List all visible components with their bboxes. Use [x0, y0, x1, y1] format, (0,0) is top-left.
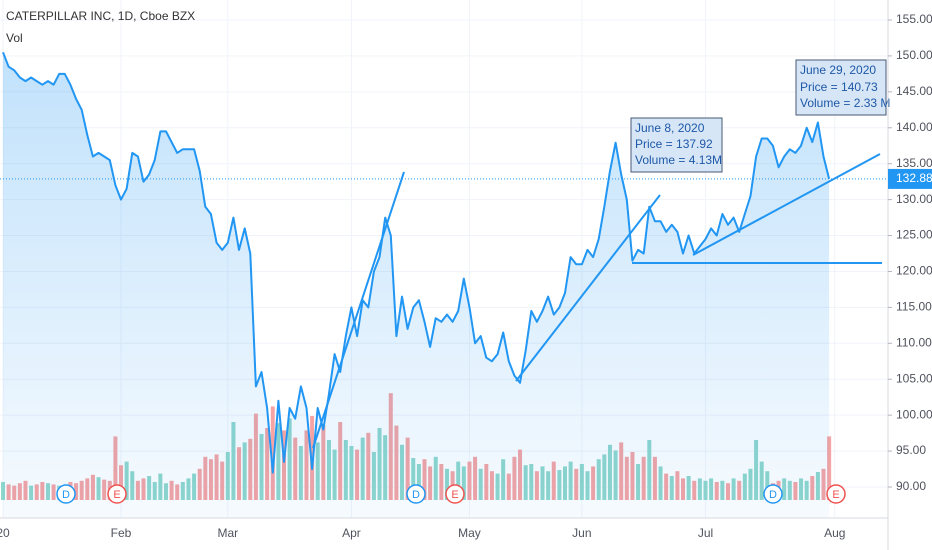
y-tick-label: 125.00 — [896, 228, 932, 242]
callout-text: June 8, 2020 — [635, 121, 705, 135]
trend-line — [312, 171, 405, 449]
event-label: E — [832, 489, 839, 501]
callout: June 29, 2020 Price = 140.73 Volume = 2.… — [795, 59, 890, 116]
volume-label: Vol — [6, 31, 23, 45]
trend-line — [692, 153, 881, 256]
y-tick-label: 95.00 — [896, 443, 926, 457]
x-tick-label: May — [458, 526, 481, 540]
event-label: D — [412, 489, 420, 501]
event-label: E — [113, 489, 120, 501]
y-tick-label: 145.00 — [896, 84, 932, 98]
y-tick-label: 100.00 — [896, 407, 932, 421]
callout-text: June 29, 2020 — [800, 63, 876, 77]
callout-text: Volume = 2.33 M — [800, 96, 890, 110]
event-marker — [107, 484, 127, 504]
event-marker — [406, 484, 426, 504]
y-tick-label: 155.00 — [896, 12, 932, 26]
event-marker — [826, 484, 846, 504]
chart-title: CATERPILLAR INC, 1D, Cboe BZX — [6, 9, 195, 23]
y-tick-label: 120.00 — [896, 264, 932, 278]
event-marker — [445, 484, 465, 504]
y-tick-label: 105.00 — [896, 371, 932, 385]
trend-line — [515, 194, 661, 382]
x-tick-label: Aug — [824, 526, 845, 540]
volume-bar — [310, 416, 315, 500]
y-tick-label: 90.00 — [896, 479, 926, 493]
event-marker — [763, 484, 783, 504]
last-price-box — [888, 168, 932, 189]
x-tick-label: Feb — [111, 526, 132, 540]
callout-text: Price = 137.92 — [635, 137, 713, 151]
event-marker — [56, 484, 76, 504]
callout-text: Volume = 4.13M — [635, 153, 722, 167]
x-tick-label: Jun — [572, 526, 591, 540]
y-tick-label: 150.00 — [896, 48, 932, 62]
y-tick-label: 115.00 — [896, 300, 932, 314]
trend-lines — [312, 153, 882, 449]
price-area — [3, 52, 830, 519]
x-tick-label: Apr — [342, 526, 361, 540]
callout-box — [630, 117, 723, 173]
callout-box — [795, 59, 887, 116]
event-label: E — [451, 489, 458, 501]
x-tick-label: 20 — [0, 526, 10, 540]
last-price-label: 132.88 — [896, 171, 932, 185]
callout-text: Price = 140.73 — [800, 80, 878, 94]
volume-bar — [270, 406, 275, 500]
x-tick-label: Jul — [698, 526, 713, 540]
event-label: D — [62, 489, 70, 501]
y-tick-label: 140.00 — [896, 120, 932, 134]
y-tick-label: 135.00 — [896, 156, 932, 170]
price-line — [2, 51, 831, 474]
event-label: D — [769, 489, 777, 501]
y-tick-label: 110.00 — [896, 335, 932, 349]
x-tick-label: Mar — [217, 526, 238, 540]
callout: June 8, 2020 Price = 137.92 Volume = 4.1… — [630, 117, 723, 173]
plot-area — [0, 0, 888, 519]
volume-bar — [827, 436, 832, 500]
y-tick-label: 130.00 — [896, 192, 932, 206]
